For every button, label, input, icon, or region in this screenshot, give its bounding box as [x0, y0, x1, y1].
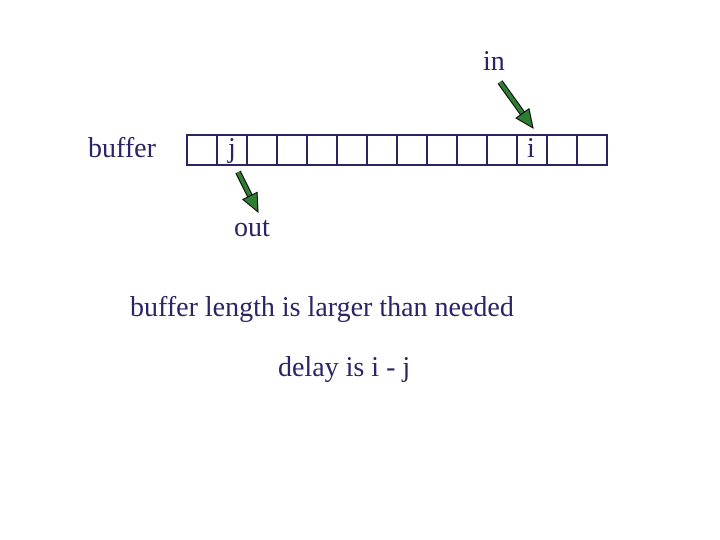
diagram-canvas: in buffer j i out buffer length is large… — [0, 0, 720, 540]
out-label: out — [234, 212, 270, 244]
buffer-cell — [186, 134, 218, 166]
buffer-label: buffer — [88, 133, 156, 165]
buffer-cell — [396, 134, 428, 166]
buffer-cell — [546, 134, 578, 166]
index-i-label: i — [527, 133, 535, 165]
caption-line-2: delay is i - j — [278, 352, 410, 384]
buffer-cell — [486, 134, 518, 166]
buffer-cell — [456, 134, 488, 166]
buffer-cell — [306, 134, 338, 166]
buffer-cell — [576, 134, 608, 166]
in-label: in — [483, 46, 505, 78]
in-arrow — [0, 0, 720, 540]
buffer-cell — [276, 134, 308, 166]
buffer-cell — [336, 134, 368, 166]
buffer-cell — [246, 134, 278, 166]
buffer-cell-row — [186, 134, 608, 166]
buffer-cell — [426, 134, 458, 166]
caption-line-1: buffer length is larger than needed — [130, 292, 514, 324]
index-j-label: j — [228, 133, 236, 165]
out-arrow — [0, 0, 720, 540]
buffer-cell — [366, 134, 398, 166]
